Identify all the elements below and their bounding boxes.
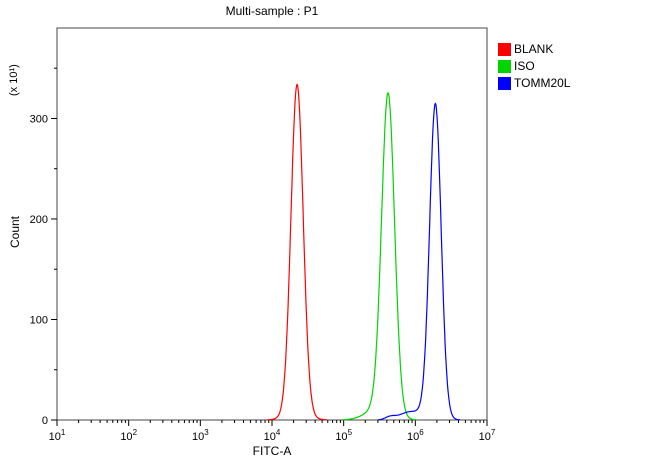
legend-label-iso: ISO [514, 59, 535, 73]
y-tick-label: 300 [30, 113, 48, 125]
x-tick-label: 103 [192, 428, 209, 443]
legend: BLANK ISO TOMM20L [498, 42, 570, 93]
curve-iso [342, 92, 418, 421]
legend-item-tomm20l: TOMM20L [498, 76, 570, 90]
legend-label-blank: BLANK [514, 42, 554, 56]
y-tick-label: 0 [42, 415, 48, 427]
curve-blank [266, 83, 328, 421]
x-tick-label: 101 [49, 428, 66, 443]
x-axis-label: FITC-A [252, 444, 292, 458]
x-tick-label: 106 [407, 428, 424, 443]
y-tick-label: 200 [30, 214, 48, 226]
legend-item-blank: BLANK [498, 42, 570, 56]
plot-frame [56, 27, 488, 421]
legend-label-tomm20l: TOMM20L [514, 76, 571, 90]
legend-swatch-tomm20l [498, 76, 511, 90]
x-tick-label: 102 [120, 428, 137, 443]
x-tick-label: 105 [335, 428, 352, 443]
x-tick-label: 107 [479, 428, 496, 443]
curve-tomm20l [377, 102, 461, 421]
legend-swatch-iso [498, 59, 511, 73]
legend-item-iso: ISO [498, 59, 570, 73]
y-tick-label: 100 [30, 314, 48, 326]
chart-title: Multi-sample : P1 [225, 4, 319, 18]
legend-swatch-blank [498, 42, 511, 56]
x-tick-label: 104 [264, 428, 281, 443]
